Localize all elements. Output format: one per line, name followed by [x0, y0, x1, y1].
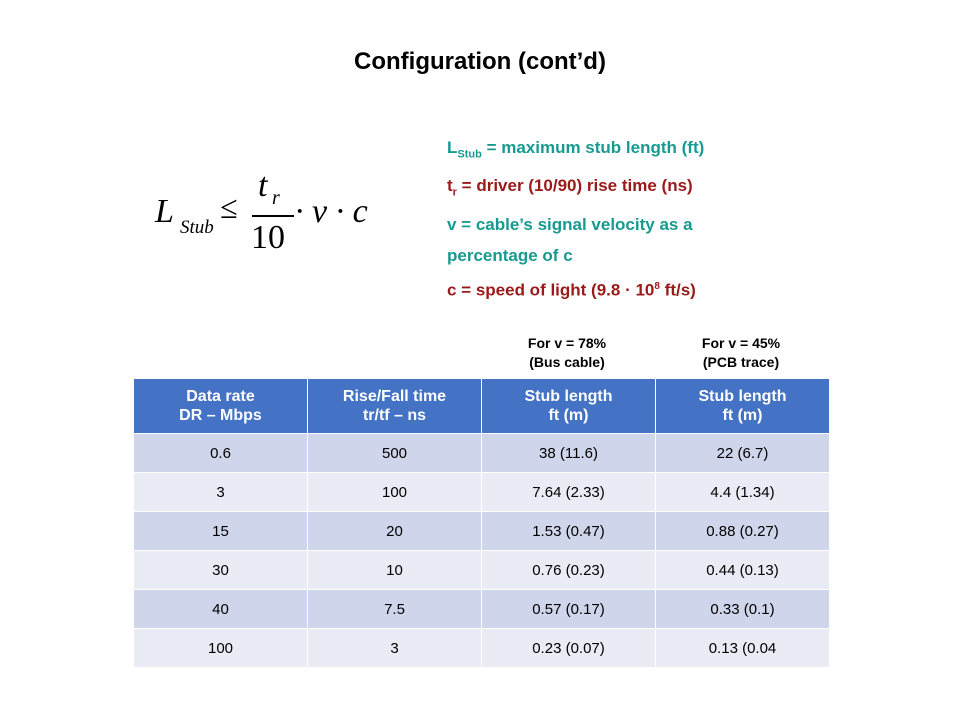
- table-row: 0.6 500 38 (11.6) 22 (6.7): [133, 433, 830, 473]
- note-line: For v = 78%: [527, 335, 607, 351]
- header-line: Stub length: [524, 388, 613, 405]
- formula-subscript: Stub: [180, 217, 214, 238]
- def-subscript: Stub: [457, 148, 482, 161]
- table-cell: 1.53 (0.47): [481, 511, 656, 551]
- header-line: Rise/Fall time: [342, 388, 447, 405]
- table-cell: 10: [307, 550, 482, 590]
- def-symbol: t: [447, 176, 453, 196]
- table-cell: 30: [133, 550, 308, 590]
- note-line: (Bus cable): [529, 354, 605, 370]
- header-line: DR – Mbps: [179, 407, 262, 424]
- table-cell: 0.33 (0.1): [655, 589, 830, 629]
- column-header: Stub length ft (m): [481, 378, 656, 434]
- def-text: c = speed of light (9.8 · 10: [447, 280, 655, 300]
- table-cell: 0.23 (0.07): [481, 628, 656, 668]
- column-header: Rise/Fall time tr/tf – ns: [307, 378, 482, 434]
- formula-numerator: t: [258, 167, 268, 204]
- column-header: Data rate DR – Mbps: [133, 378, 308, 434]
- table-cell: 20: [307, 511, 482, 551]
- fraction-bar: [252, 215, 294, 217]
- table-cell: 38 (11.6): [481, 433, 656, 473]
- table-row: 40 7.5 0.57 (0.17) 0.33 (0.1): [133, 589, 830, 629]
- table-cell: 22 (6.7): [655, 433, 830, 473]
- slide-title: Configuration (cont’d): [354, 48, 606, 75]
- table-cell: 0.88 (0.27): [655, 511, 830, 551]
- table-cell: 0.44 (0.13): [655, 550, 830, 590]
- table-cell: 100: [307, 472, 482, 512]
- table-row: 15 20 1.53 (0.47) 0.88 (0.27): [133, 511, 830, 551]
- table-cell: 40: [133, 589, 308, 629]
- header-line: Stub length: [698, 388, 787, 405]
- table-header-row: Data rate DR – Mbps Rise/Fall time tr/tf – …: [133, 378, 830, 434]
- table-cell: 0.57 (0.17): [481, 589, 656, 629]
- def-text: ft/s): [659, 280, 696, 300]
- formula-denominator: 10: [251, 219, 285, 256]
- header-line: ft (m): [548, 407, 589, 424]
- table-cell: 0.6: [133, 433, 308, 473]
- definition-tr: tr = driver (10/90) rise time (ns): [447, 170, 704, 208]
- header-line: tr/tf – ns: [362, 407, 427, 424]
- column-header: Stub length ft (m): [655, 378, 830, 434]
- definition-v: v = cable’s signal velocity as a: [447, 214, 693, 234]
- note-line: (PCB trace): [702, 354, 780, 370]
- column-note-bus-cable: For v = 78% (Bus cable): [480, 334, 654, 372]
- header-line: Data rate: [186, 388, 255, 405]
- formula-le: ≤: [220, 189, 238, 225]
- table-row: 30 10 0.76 (0.23) 0.44 (0.13): [133, 550, 830, 590]
- def-superscript: 8: [654, 280, 660, 292]
- def-subscript: r: [452, 186, 457, 199]
- table-cell: 7.5: [307, 589, 482, 629]
- formula-numerator-sub: r: [272, 187, 280, 209]
- table-body: 0.6 500 38 (11.6) 22 (6.7) 3 100 7.64 (2.33) 4.…: [133, 433, 830, 668]
- formula-L: L: [155, 193, 174, 230]
- table-row: 3 100 7.64 (2.33) 4.4 (1.34): [133, 472, 830, 512]
- table-cell: 3: [133, 472, 308, 512]
- definition-lstub: LStub = maximum stub length (ft): [447, 132, 704, 170]
- definition-c: c = speed of light (9.8 · 108 ft/s): [447, 271, 704, 306]
- def-text: = maximum stub length (ft): [481, 138, 705, 157]
- table-cell: 0.13 (0.04: [655, 628, 830, 668]
- def-symbol: L: [447, 138, 458, 157]
- table-cell: 4.4 (1.34): [655, 472, 830, 512]
- table-cell: 7.64 (2.33): [481, 472, 656, 512]
- formula-rest: · v · c: [295, 193, 368, 230]
- table-cell: 100: [133, 628, 308, 668]
- table-row: 100 3 0.23 (0.07) 0.13 (0.04: [133, 628, 830, 668]
- header-line: ft (m): [722, 407, 763, 424]
- note-line: For v = 45%: [701, 335, 781, 351]
- stub-length-table: Data rate DR – Mbps Rise/Fall time tr/tf – …: [133, 378, 830, 668]
- definitions: LStub = maximum stub length (ft) tr = dr…: [447, 132, 704, 305]
- table-cell: 3: [307, 628, 482, 668]
- table-cell: 0.76 (0.23): [481, 550, 656, 590]
- table-cell: 500: [307, 433, 482, 473]
- table-cell: 15: [133, 511, 308, 551]
- definition-v-cont: percentage of c: [447, 245, 573, 265]
- def-text: = driver (10/90) rise time (ns): [456, 176, 693, 196]
- column-note-pcb-trace: For v = 45% (PCB trace): [654, 334, 828, 372]
